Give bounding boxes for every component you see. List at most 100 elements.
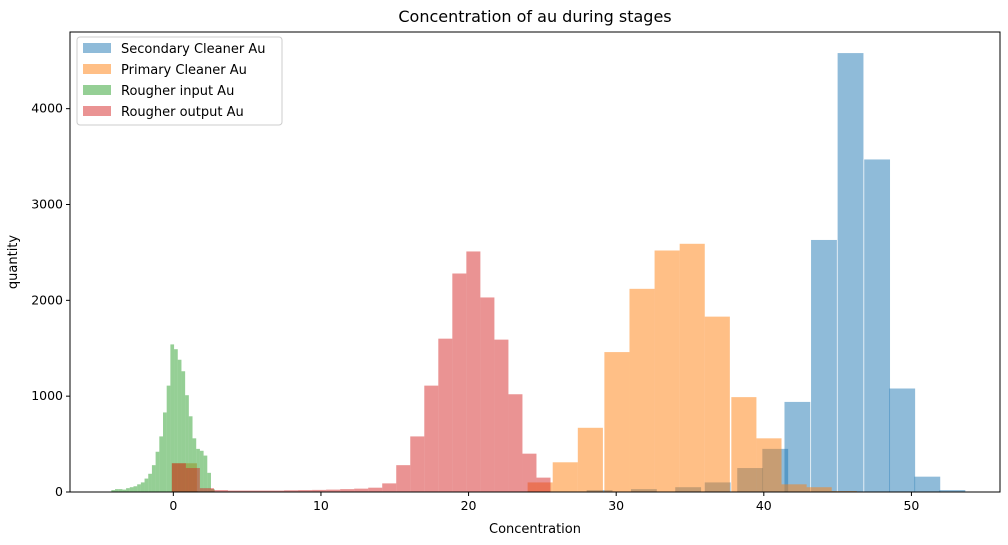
histogram-bar bbox=[864, 159, 891, 493]
histogram-bar bbox=[133, 486, 138, 492]
histogram-bar bbox=[144, 478, 149, 492]
series-1 bbox=[171, 243, 857, 492]
histogram-bar bbox=[137, 484, 141, 492]
x-tick-label: 30 bbox=[608, 498, 624, 513]
histogram-bar bbox=[914, 476, 941, 492]
histogram-bar bbox=[148, 473, 152, 492]
histogram-bar bbox=[522, 453, 537, 492]
y-tick-label: 3000 bbox=[31, 197, 63, 212]
histogram-bar bbox=[452, 273, 467, 492]
legend-label: Secondary Cleaner Au bbox=[121, 42, 265, 57]
series-0 bbox=[171, 53, 966, 493]
histogram-bar bbox=[166, 385, 171, 492]
histogram-bar bbox=[781, 484, 807, 492]
histogram-bar bbox=[368, 487, 383, 492]
histogram-bar bbox=[354, 488, 369, 492]
histogram-bar bbox=[298, 490, 313, 492]
histogram-bar bbox=[284, 490, 299, 492]
histogram-bar bbox=[382, 483, 397, 492]
histogram-bar bbox=[185, 468, 200, 492]
legend-label: Rougher output Au bbox=[121, 105, 244, 120]
histogram-bar bbox=[480, 297, 495, 492]
y-axis-label: quantity bbox=[6, 235, 21, 290]
histogram-bar bbox=[129, 487, 134, 492]
histogram-bar bbox=[159, 436, 163, 492]
legend: Secondary Cleaner Au Primary Cleaner Au Ro… bbox=[76, 36, 283, 126]
histogram-bar bbox=[241, 490, 256, 492]
histogram-bar bbox=[552, 462, 578, 492]
legend-frame bbox=[76, 36, 283, 126]
histogram-bar bbox=[604, 352, 630, 492]
legend-label: Primary Cleaner Au bbox=[121, 63, 247, 78]
histogram-bar bbox=[118, 489, 123, 492]
histogram-bar bbox=[577, 427, 603, 492]
histogram-bar bbox=[188, 416, 193, 492]
histogram-bar bbox=[174, 349, 178, 492]
histogram-bar bbox=[811, 239, 837, 492]
histogram-bar bbox=[424, 385, 439, 492]
series-3 bbox=[171, 251, 551, 492]
histogram-bar bbox=[227, 490, 242, 492]
histogram-bar bbox=[438, 338, 453, 492]
histogram-bar bbox=[679, 243, 705, 492]
series-2 bbox=[111, 344, 215, 492]
histogram-bar bbox=[312, 489, 327, 492]
histogram-bar bbox=[629, 288, 655, 492]
histogram-bar bbox=[181, 371, 186, 492]
plot-frame bbox=[69, 31, 1001, 493]
histogram-bar bbox=[837, 53, 864, 492]
chart-title: Concentration of au during stages bbox=[398, 7, 671, 26]
y-axis: 0 1000 2000 3000 4000 bbox=[31, 101, 70, 499]
legend-swatch bbox=[83, 64, 111, 74]
histogram-bar bbox=[185, 395, 189, 492]
x-tick-label: 10 bbox=[313, 498, 329, 513]
x-tick-label: 20 bbox=[461, 498, 477, 513]
histogram-bar bbox=[494, 339, 509, 492]
histogram-bar bbox=[731, 397, 757, 492]
histogram-bar bbox=[199, 488, 214, 492]
histogram-bar bbox=[939, 490, 966, 492]
histogram-bar bbox=[508, 394, 523, 492]
x-tick-label: 40 bbox=[756, 498, 772, 513]
x-axis: 0 10 20 30 40 50 bbox=[169, 492, 919, 513]
legend-swatch bbox=[83, 85, 111, 95]
histogram-bar bbox=[270, 490, 285, 492]
histogram-bar bbox=[170, 344, 175, 492]
histogram-bar bbox=[111, 490, 116, 492]
histogram-bar bbox=[171, 463, 186, 492]
histogram-bar bbox=[207, 472, 211, 492]
histogram-bar bbox=[199, 450, 204, 492]
histogram-bar bbox=[155, 451, 160, 492]
histogram-bar bbox=[396, 465, 411, 492]
histogram-bar bbox=[806, 487, 832, 492]
y-tick-label: 2000 bbox=[31, 292, 63, 307]
y-tick-label: 0 bbox=[55, 484, 63, 499]
x-axis-label: Concentration bbox=[489, 522, 581, 537]
histogram-bar bbox=[784, 401, 811, 492]
histogram-bar bbox=[151, 465, 156, 492]
legend-label: Rougher input Au bbox=[121, 84, 234, 99]
x-tick-label: 50 bbox=[903, 498, 919, 513]
histogram-bar bbox=[177, 359, 182, 492]
x-tick-label: 0 bbox=[169, 498, 177, 513]
histogram-bar bbox=[213, 490, 228, 492]
histogram-bar bbox=[326, 489, 341, 492]
histogram-bar bbox=[889, 388, 916, 492]
histogram-bar bbox=[704, 316, 730, 492]
bars-layer bbox=[111, 53, 966, 493]
histogram-bar bbox=[756, 438, 782, 492]
histogram-bar bbox=[654, 250, 680, 492]
histogram-bar bbox=[340, 489, 355, 492]
legend-swatch bbox=[83, 106, 111, 116]
histogram-bar bbox=[163, 412, 167, 492]
y-tick-label: 4000 bbox=[31, 101, 63, 116]
histogram-bar bbox=[122, 489, 127, 492]
histogram-bar bbox=[203, 455, 208, 492]
histogram-bar bbox=[126, 488, 130, 492]
y-tick-label: 1000 bbox=[31, 388, 63, 403]
histogram-bar bbox=[115, 489, 119, 492]
histogram-bar bbox=[536, 477, 551, 492]
histogram-bar bbox=[140, 482, 145, 492]
histogram-bar bbox=[466, 251, 481, 492]
